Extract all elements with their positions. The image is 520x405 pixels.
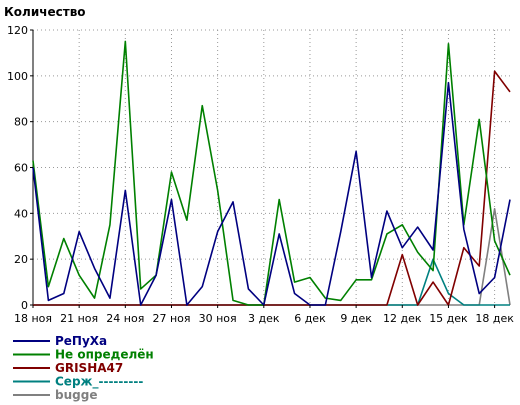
y-tick-label: 120: [7, 24, 28, 37]
legend-label: Серж_---------: [55, 375, 143, 390]
y-tick-label: 100: [7, 70, 28, 83]
x-tick-label: 15 дек: [429, 312, 468, 325]
legend-label: РеПуХа: [55, 334, 107, 348]
x-tick-label: 27 ноя: [152, 312, 190, 325]
y-tick-label: 0: [21, 299, 28, 312]
grid: [32, 29, 510, 305]
y-axis-label: Количество: [4, 5, 86, 19]
y-tick-label: 40: [14, 207, 28, 220]
legend-label: Не определён: [55, 348, 154, 362]
series-line-2: [33, 70, 511, 306]
tick-labels: 0 20 40 60 80 100 120 18 ноя 21 ноя 24 ноя 27 ноя 3…: [7, 24, 514, 325]
legend-label: bugge: [55, 388, 97, 402]
x-tick-label: 30 ноя: [199, 312, 237, 325]
x-tick-label: 18 дек: [475, 312, 514, 325]
y-tick-label: 20: [14, 253, 28, 266]
series-line-1: [32, 40, 511, 306]
x-tick-label: 12 дек: [383, 312, 422, 325]
legend-label: GRISHA47: [55, 361, 123, 375]
axes: [32, 30, 510, 306]
y-tick-label: 80: [14, 116, 28, 129]
x-tick-label: 9 дек: [340, 312, 372, 325]
x-tick-label: 6 дек: [294, 312, 326, 325]
series-lines: [32, 40, 511, 306]
x-tick-label: 18 ноя: [14, 312, 52, 325]
x-tick-label: 21 ноя: [60, 312, 98, 325]
series-line-0: [32, 81, 511, 306]
x-tick-label: 24 ноя: [106, 312, 144, 325]
x-tick-label: 3 дек: [248, 312, 280, 325]
y-tick-label: 60: [14, 162, 28, 175]
